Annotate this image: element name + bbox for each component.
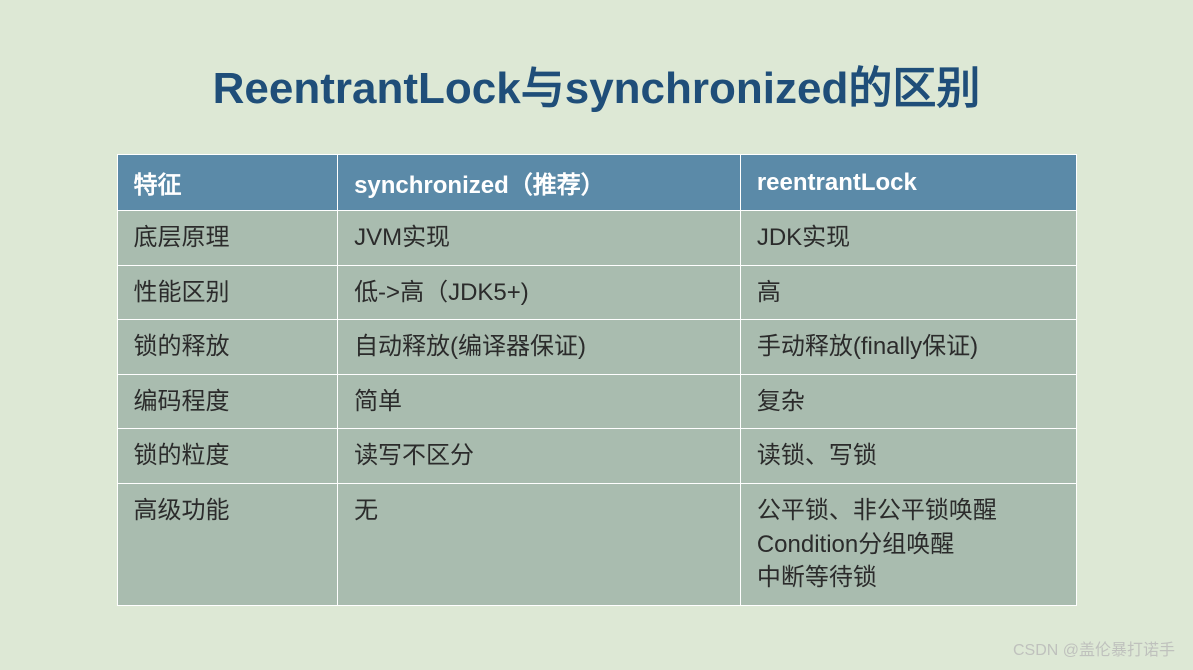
- cell-feature: 底层原理: [117, 211, 338, 266]
- cell-feature: 编码程度: [117, 374, 338, 429]
- table-row: 锁的释放 自动释放(编译器保证) 手动释放(finally保证): [117, 320, 1076, 375]
- cell-synchronized: 无: [338, 483, 741, 605]
- cell-reentrantlock: 手动释放(finally保证): [740, 320, 1076, 375]
- header-feature: 特征: [117, 155, 338, 211]
- cell-synchronized: 自动释放(编译器保证): [338, 320, 741, 375]
- cell-synchronized: 低->高（JDK5+): [338, 265, 741, 320]
- header-synchronized: synchronized（推荐）: [338, 155, 741, 211]
- cell-synchronized: 简单: [338, 374, 741, 429]
- cell-feature: 锁的释放: [117, 320, 338, 375]
- cell-synchronized: 读写不区分: [338, 429, 741, 484]
- table-header-row: 特征 synchronized（推荐） reentrantLock: [117, 155, 1076, 211]
- page-title: ReentrantLock与synchronized的区别: [0, 52, 1193, 116]
- cell-feature: 性能区别: [117, 265, 338, 320]
- cell-reentrantlock: 复杂: [740, 374, 1076, 429]
- table-wrapper: 特征 synchronized（推荐） reentrantLock 底层原理 J…: [117, 154, 1077, 606]
- cell-reentrantlock: 公平锁、非公平锁唤醒Condition分组唤醒中断等待锁: [740, 483, 1076, 605]
- cell-synchronized: JVM实现: [338, 211, 741, 266]
- cell-feature: 高级功能: [117, 483, 338, 605]
- cell-reentrantlock: 读锁、写锁: [740, 429, 1076, 484]
- table-row: 底层原理 JVM实现 JDK实现: [117, 211, 1076, 266]
- watermark-text: CSDN @盖伦暴打诺手: [1013, 636, 1175, 660]
- slide-container: ReentrantLock与synchronized的区别 特征 synchro…: [0, 0, 1193, 670]
- cell-feature: 锁的粒度: [117, 429, 338, 484]
- cell-reentrantlock: JDK实现: [740, 211, 1076, 266]
- table-row: 锁的粒度 读写不区分 读锁、写锁: [117, 429, 1076, 484]
- table-row: 性能区别 低->高（JDK5+) 高: [117, 265, 1076, 320]
- table-row: 高级功能 无 公平锁、非公平锁唤醒Condition分组唤醒中断等待锁: [117, 483, 1076, 605]
- cell-reentrantlock: 高: [740, 265, 1076, 320]
- header-reentrantlock: reentrantLock: [740, 155, 1076, 211]
- table-body: 底层原理 JVM实现 JDK实现 性能区别 低->高（JDK5+) 高 锁的释放…: [117, 211, 1076, 606]
- table-row: 编码程度 简单 复杂: [117, 374, 1076, 429]
- comparison-table: 特征 synchronized（推荐） reentrantLock 底层原理 J…: [117, 154, 1077, 606]
